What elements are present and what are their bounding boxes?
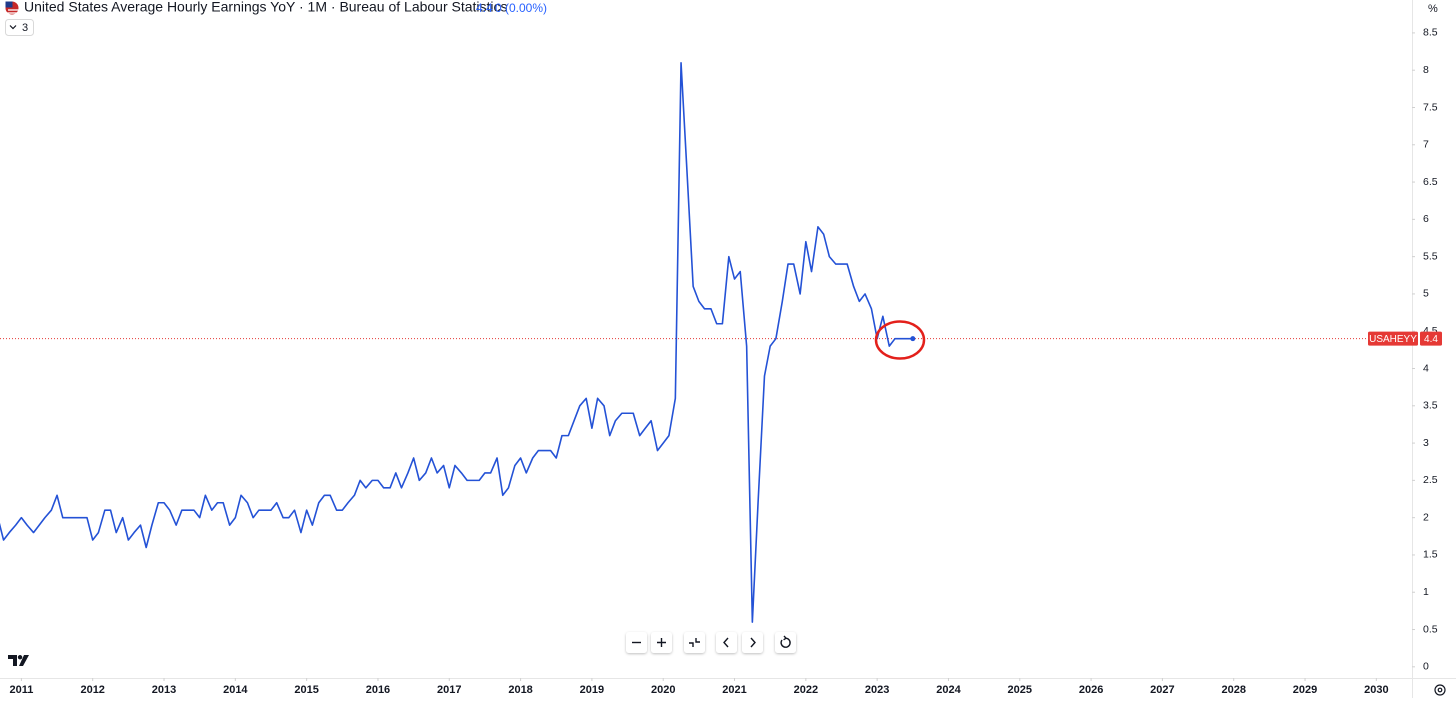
- y-tick-label: 0.5: [1423, 623, 1438, 635]
- left-icon: [723, 637, 729, 648]
- series-line: [0, 61, 913, 623]
- x-tick-label: 2022: [794, 684, 818, 696]
- y-tick-label: 7.5: [1423, 101, 1438, 113]
- y-tick-label: 3: [1423, 437, 1429, 449]
- toolbar: [626, 632, 796, 653]
- x-tick-label: 2029: [1293, 684, 1317, 696]
- y-tick-label: 1.5: [1423, 549, 1438, 561]
- button-frame: [716, 632, 737, 653]
- y-tick-label: 5.5: [1423, 250, 1438, 262]
- right-icon: [750, 637, 756, 648]
- x-tick-label: 2025: [1008, 684, 1032, 696]
- y-tick-label: 8.5: [1423, 27, 1438, 39]
- collapse-button[interactable]: 3: [5, 19, 34, 36]
- header: United States Average Hourly Earnings Yo…: [5, 0, 547, 36]
- zoom-out-button[interactable]: [626, 632, 647, 653]
- button-frame: [775, 632, 796, 653]
- x-tick-label: 2019: [580, 684, 604, 696]
- x-tick-label: 2027: [1150, 684, 1174, 696]
- y-tick-label: 6.5: [1423, 176, 1438, 188]
- x-tick-label: 2030: [1364, 684, 1388, 696]
- y-tick-label: 2: [1423, 511, 1429, 523]
- y-tick-label: 8: [1423, 64, 1429, 76]
- logo-mark: [8, 655, 29, 666]
- ticks: 00.511.522.533.544.555.566.577.588.52011…: [9, 27, 1437, 696]
- reset-icon: [689, 638, 700, 647]
- plus-icon: [657, 638, 666, 647]
- zoom-in-button[interactable]: [651, 632, 672, 653]
- x-tick-label: 2016: [366, 684, 390, 696]
- settings-icon-part: [1437, 687, 1443, 693]
- x-tick-label: 2023: [865, 684, 889, 696]
- settings-icon: [1434, 684, 1446, 696]
- scroll-right-button[interactable]: [742, 632, 763, 653]
- refresh-button[interactable]: [775, 632, 796, 653]
- x-tick-label: 2026: [1079, 684, 1103, 696]
- last-value: 4.4: [476, 1, 493, 15]
- y-tick-label: 4: [1423, 362, 1429, 374]
- x-tick-label: 2024: [936, 684, 961, 696]
- button-label: 3: [22, 22, 28, 34]
- annotation-circle: [874, 320, 926, 360]
- x-tick-label: 2020: [651, 684, 675, 696]
- last-point: [910, 336, 916, 342]
- y-tick-label: 3.5: [1423, 400, 1438, 412]
- button-frame: [5, 19, 34, 36]
- logo: [8, 655, 29, 666]
- settings-button[interactable]: [1434, 684, 1446, 696]
- price-label-name: USAHEYY: [1369, 334, 1417, 345]
- y-tick-label: 2.5: [1423, 474, 1438, 486]
- y-tick-label: 5: [1423, 288, 1429, 300]
- y-tick-label: 7: [1423, 139, 1429, 151]
- flag-icon-part: [5, 1, 13, 8]
- scroll-left-button[interactable]: [716, 632, 737, 653]
- x-tick-label: 2017: [437, 684, 461, 696]
- y-unit: %: [1428, 3, 1438, 15]
- plot-area: [0, 61, 1412, 623]
- chevron-icon: [9, 25, 17, 30]
- x-tick-label: 2011: [9, 684, 33, 696]
- price-label-value: 4.4: [1424, 334, 1438, 345]
- x-tick-label: 2013: [152, 684, 176, 696]
- x-tick-label: 2015: [294, 684, 318, 696]
- x-tick-label: 2012: [80, 684, 104, 696]
- refresh-icon: [780, 635, 791, 648]
- y-tick-label: 0: [1423, 661, 1429, 673]
- x-tick-label: 2014: [223, 684, 248, 696]
- change: 0 (0.00%): [495, 1, 547, 15]
- y-tick-label: 1: [1423, 586, 1429, 598]
- button-frame: [684, 632, 705, 653]
- x-tick-label: 2018: [508, 684, 532, 696]
- x-tick-label: 2021: [722, 684, 746, 696]
- reset-button[interactable]: [684, 632, 705, 653]
- y-tick-label: 6: [1423, 213, 1429, 225]
- x-tick-label: 2028: [1221, 684, 1245, 696]
- price-label-bg: [1368, 331, 1418, 346]
- price-label-value-bg: [1420, 331, 1442, 346]
- button-frame: [742, 632, 763, 653]
- chart-title: United States Average Hourly Earnings Yo…: [24, 0, 508, 15]
